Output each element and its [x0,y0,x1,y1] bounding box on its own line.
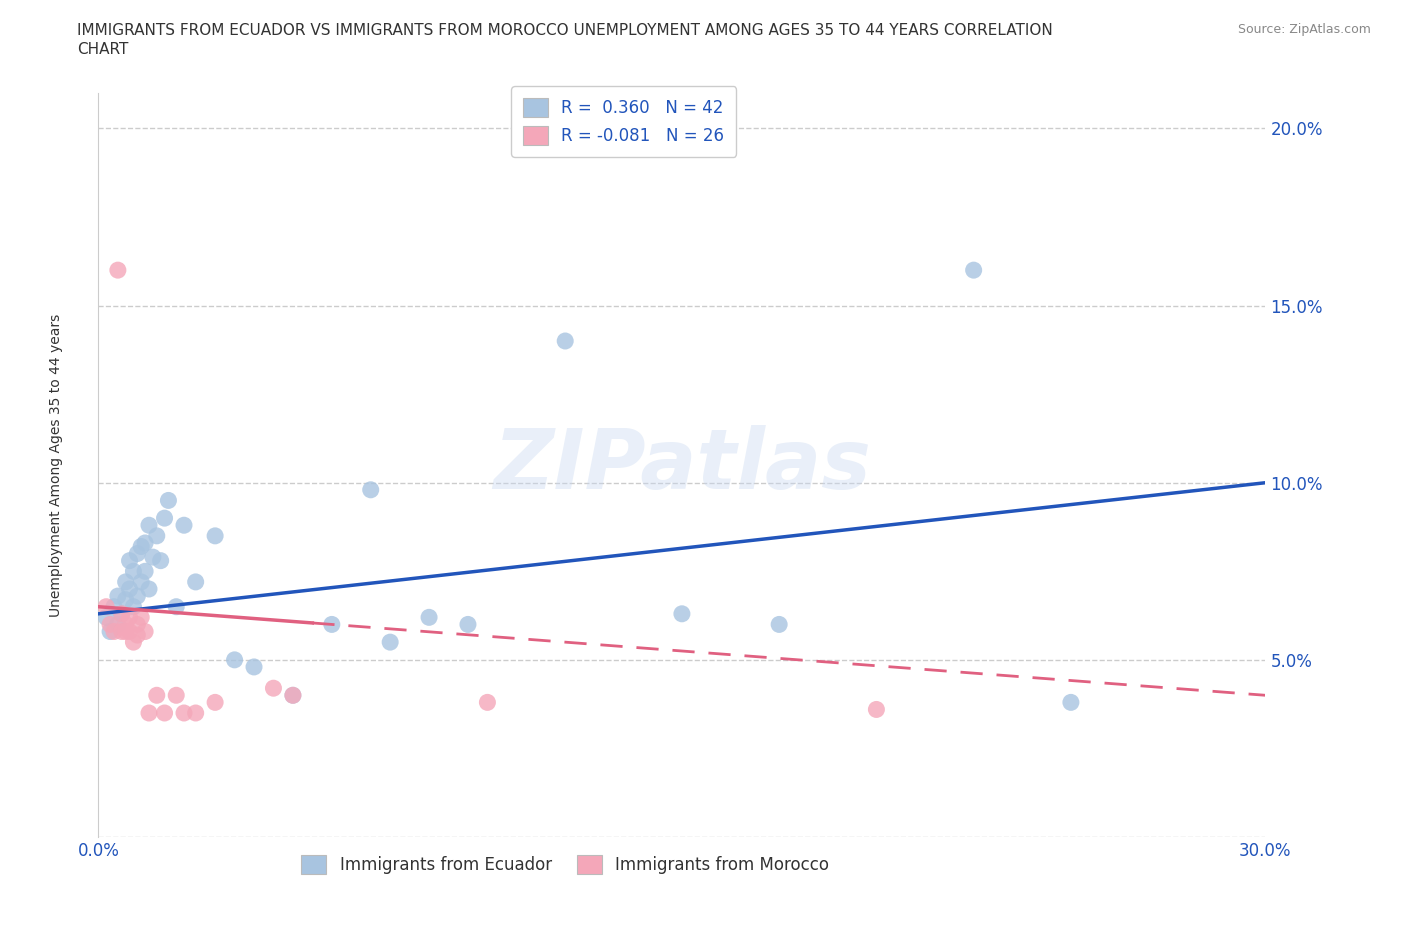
Point [281,688,304,703]
Point [111,624,134,639]
Point [142,550,165,565]
Point [118,553,141,568]
Point [262,681,284,696]
Point [134,624,156,639]
Point [114,592,136,607]
Point [107,262,129,277]
Text: Unemployment Among Ages 35 to 44 years: Unemployment Among Ages 35 to 44 years [49,313,63,617]
Point [204,528,226,543]
Point [114,617,136,631]
Point [122,634,145,649]
Point [122,564,145,578]
Point [360,483,382,498]
Point [184,575,207,590]
Point [129,575,152,590]
Point [477,695,499,710]
Point [122,599,145,614]
Point [224,653,246,668]
Point [103,599,125,614]
Point [146,528,169,543]
Point [111,606,134,621]
Point [111,606,134,621]
Point [281,688,304,703]
Point [107,589,129,604]
Text: IMMIGRANTS FROM ECUADOR VS IMMIGRANTS FROM MOROCCO UNEMPLOYMENT AMONG AGES 35 TO: IMMIGRANTS FROM ECUADOR VS IMMIGRANTS FR… [77,23,1053,38]
Point [153,511,176,525]
Point [243,659,266,674]
Point [138,581,160,596]
Point [204,695,226,710]
Point [165,688,187,703]
Point [129,539,152,554]
Point [114,624,136,639]
Point [380,634,402,649]
Point [127,589,149,604]
Point [103,624,125,639]
Point [118,610,141,625]
Point [98,624,121,639]
Text: Source: ZipAtlas.com: Source: ZipAtlas.com [1237,23,1371,36]
Text: CHART: CHART [77,42,129,57]
Point [321,617,343,631]
Point [1060,695,1083,710]
Point [184,706,207,721]
Point [96,610,118,625]
Point [554,334,576,349]
Text: ZIPatlas: ZIPatlas [494,424,870,506]
Point [173,518,195,533]
Point [127,546,149,561]
Point [129,610,152,625]
Point [962,262,984,277]
Point [418,610,440,625]
Point [173,706,195,721]
Point [138,706,160,721]
Point [146,688,169,703]
Point [457,617,479,631]
Point [157,493,180,508]
Point [98,617,121,631]
Point [138,518,160,533]
Point [153,706,176,721]
Point [107,617,129,631]
Point [118,624,141,639]
Point [127,628,149,643]
Point [671,606,693,621]
Point [865,702,887,717]
Point [134,564,156,578]
Point [96,599,118,614]
Point [149,553,172,568]
Point [127,617,149,631]
Point [134,536,156,551]
Legend: Immigrants from Ecuador, Immigrants from Morocco: Immigrants from Ecuador, Immigrants from… [295,848,835,881]
Point [118,581,141,596]
Point [165,599,187,614]
Point [114,575,136,590]
Point [768,617,790,631]
